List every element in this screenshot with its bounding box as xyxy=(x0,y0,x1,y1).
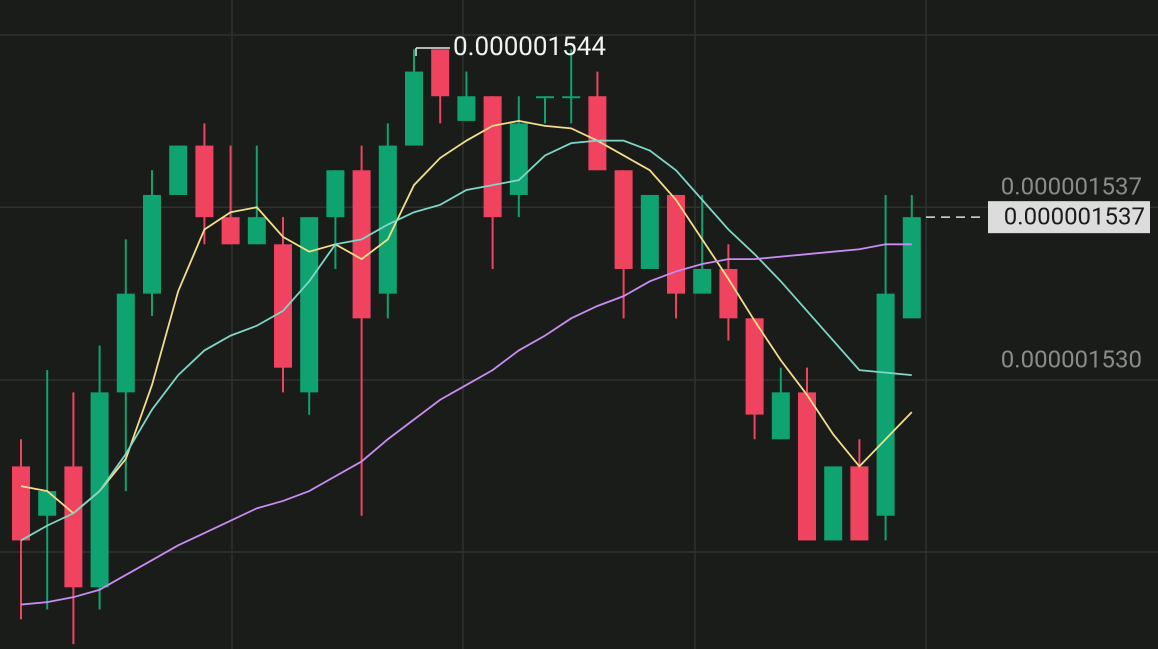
candle-body xyxy=(536,96,554,99)
candle-body xyxy=(38,491,57,516)
candle-body xyxy=(457,96,476,121)
moving-average-line xyxy=(20,243,912,606)
candle-body xyxy=(588,96,607,171)
candle-body xyxy=(274,244,292,368)
moving-average-line xyxy=(20,139,912,542)
last-price-label: 0.000001537 xyxy=(1004,202,1145,230)
candle-body xyxy=(221,217,240,245)
moving-average-line xyxy=(20,120,913,515)
candle-body xyxy=(902,217,921,319)
candle-body xyxy=(378,145,397,294)
candle-body xyxy=(562,96,581,99)
candle-body xyxy=(509,123,528,195)
candle-body xyxy=(405,71,423,146)
candle-body xyxy=(352,170,371,319)
candle-body xyxy=(143,194,161,294)
candle-body xyxy=(640,194,659,269)
candle-body xyxy=(719,268,738,319)
candle-body xyxy=(300,217,319,393)
candle-body xyxy=(771,392,790,440)
candle-body xyxy=(64,466,83,588)
candle-body xyxy=(850,466,869,541)
y-tick-label: 0.000001530 xyxy=(1001,345,1142,373)
candle-body xyxy=(876,293,895,516)
candle-body xyxy=(195,145,214,218)
candle-body xyxy=(483,96,502,218)
candle-body xyxy=(169,145,188,195)
candle-body xyxy=(614,170,633,269)
candle-body xyxy=(247,217,266,245)
candle-body xyxy=(431,49,450,97)
max-label: 0.000001544 xyxy=(453,32,606,62)
candle-body xyxy=(116,293,135,393)
candle-body xyxy=(745,318,764,415)
candle-body xyxy=(798,392,816,541)
candle-body xyxy=(12,466,30,541)
candle-body xyxy=(824,466,843,541)
candle-body xyxy=(693,268,712,294)
candle-body xyxy=(667,194,685,294)
plot: 0.000001537 0.000001530 xyxy=(0,49,1158,645)
candle-body xyxy=(326,170,345,218)
last-price-box xyxy=(988,201,1150,234)
y-tick-label: 0.000001537 xyxy=(1001,173,1142,201)
